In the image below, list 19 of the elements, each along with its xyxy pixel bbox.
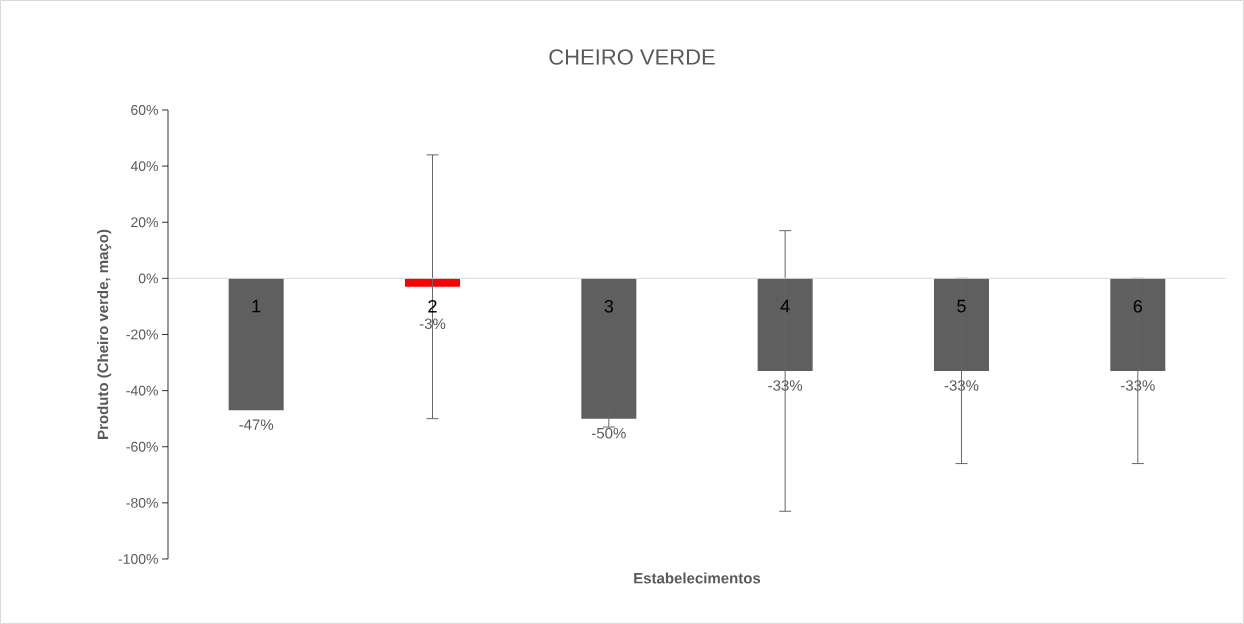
y-tick-label: -60%	[126, 441, 158, 452]
y-tick-label: 0%	[138, 273, 158, 284]
x-axis-title: Estabelecimentos	[634, 572, 761, 584]
y-tick-label: -100%	[118, 554, 158, 564]
data-label: -47%	[239, 419, 274, 430]
data-label: -50%	[591, 427, 626, 439]
x-tick-label: 5	[957, 299, 966, 313]
y-tick-label: 60%	[131, 105, 158, 115]
y-tick-label: 40%	[130, 161, 158, 172]
y-tick-label: -20%	[126, 329, 158, 340]
x-tick-label: 6	[1133, 299, 1143, 313]
chart-title: CHEIRO VERDE	[549, 49, 715, 65]
y-axis-title: Produto (Cheiro verde, maço)	[97, 229, 112, 439]
x-tick-label: 1	[252, 299, 261, 313]
y-tick-label: -80%	[126, 497, 158, 508]
y-tick-label: 20%	[131, 217, 158, 228]
x-tick-label: 3	[604, 299, 614, 313]
y-tick-label: -40%	[126, 385, 158, 396]
x-tick-label: 4	[780, 299, 790, 313]
